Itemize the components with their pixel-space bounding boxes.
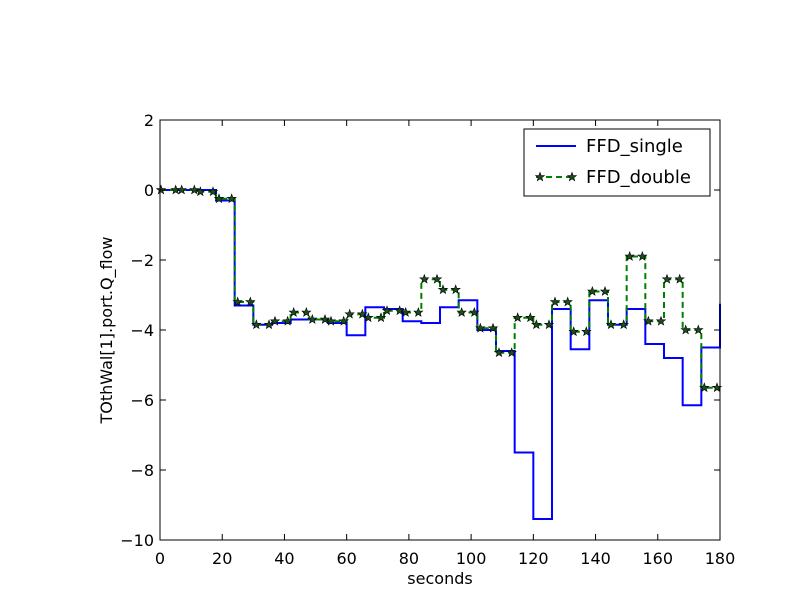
data-point-marker	[381, 305, 393, 316]
data-point-marker	[263, 319, 275, 330]
data-point-marker	[189, 184, 200, 195]
data-point-marker	[661, 273, 673, 284]
x-tick-label: 140	[580, 549, 611, 568]
y-tick-label: −2	[130, 251, 154, 270]
data-point-marker	[394, 305, 405, 316]
x-tick-label: 0	[155, 549, 165, 568]
legend: FFD_single FFD_double	[523, 128, 711, 197]
y-tick-label: −10	[120, 531, 154, 550]
data-point-marker	[512, 312, 523, 323]
legend-marker-ffd-double-right	[566, 171, 578, 182]
data-point-marker	[543, 319, 555, 330]
data-point-marker	[680, 324, 691, 335]
y-tick-label: −8	[130, 461, 154, 480]
x-tick-label: 160	[643, 549, 674, 568]
data-point-marker	[475, 322, 486, 333]
data-point-marker	[693, 324, 704, 335]
data-point-marker	[599, 286, 611, 296]
data-point-marker	[375, 312, 387, 323]
y-axis-label: TOthWal[1].port.Q_flow	[97, 236, 117, 424]
legend-frame	[523, 128, 711, 197]
data-point-marker	[319, 314, 331, 324]
x-axis-label: seconds	[407, 569, 472, 588]
data-point-marker	[195, 186, 206, 197]
data-point-marker	[469, 307, 480, 317]
y-tick-label: −6	[130, 391, 154, 410]
data-point-marker	[581, 326, 592, 337]
data-point-marker	[176, 184, 187, 195]
legend-label-ffd-single: FFD_single	[586, 136, 683, 157]
data-point-marker	[525, 312, 536, 323]
data-point-marker	[531, 319, 542, 330]
x-tick-label: 40	[274, 549, 294, 568]
series-line-ffd-double	[160, 189, 720, 389]
data-point-marker	[699, 382, 710, 393]
data-point-marker	[655, 315, 667, 326]
data-point-marker	[344, 308, 355, 319]
x-tick-label: 60	[336, 549, 356, 568]
data-point-marker	[450, 284, 461, 295]
data-point-marker	[637, 251, 648, 261]
data-point-marker	[357, 308, 368, 319]
data-point-marker	[400, 307, 411, 317]
data-point-marker	[207, 186, 219, 197]
marker-layer	[155, 184, 723, 393]
tick-layer: 0 20 40 60 80 100 120 140 160 180 −10 −8 −6 −4 −2 0 2	[120, 111, 735, 568]
y-tick-label: 2	[144, 111, 154, 130]
data-point-marker	[456, 307, 467, 317]
legend-label-ffd-double: FFD_double	[586, 167, 691, 188]
data-point-marker	[493, 347, 505, 358]
data-point-marker	[506, 347, 517, 358]
data-point-marker	[232, 296, 243, 307]
data-point-marker	[413, 307, 424, 317]
data-point-marker	[213, 193, 225, 204]
data-point-marker	[338, 315, 349, 326]
x-tick-label: 100	[456, 549, 487, 568]
data-point-marker	[618, 319, 629, 330]
data-point-marker	[307, 314, 318, 324]
x-tick-label: 20	[212, 549, 232, 568]
data-point-marker	[419, 273, 430, 284]
data-point-marker	[363, 312, 374, 323]
data-point-marker	[251, 319, 262, 330]
data-point-marker	[549, 296, 561, 307]
y-tick-label: −4	[130, 321, 154, 340]
data-point-marker	[226, 193, 237, 204]
data-point-marker	[325, 315, 337, 326]
data-point-marker	[288, 307, 299, 317]
data-point-marker	[269, 315, 281, 326]
data-point-marker	[587, 286, 598, 296]
data-point-marker	[624, 251, 635, 261]
x-tick-label: 180	[705, 549, 736, 568]
data-point-marker	[674, 273, 685, 284]
data-point-marker	[431, 273, 443, 284]
data-point-marker	[301, 307, 312, 317]
data-point-marker	[437, 284, 449, 295]
data-point-marker	[562, 296, 573, 307]
data-point-marker	[282, 315, 293, 326]
data-point-marker	[487, 322, 499, 333]
data-point-marker	[643, 315, 654, 326]
legend-marker-ffd-double-left	[534, 171, 546, 182]
y-tick-label: 0	[144, 181, 154, 200]
x-tick-label: 80	[399, 549, 419, 568]
data-point-marker	[245, 296, 256, 307]
x-tick-label: 120	[518, 549, 549, 568]
data-point-marker	[605, 319, 617, 330]
data-point-marker	[568, 326, 579, 337]
